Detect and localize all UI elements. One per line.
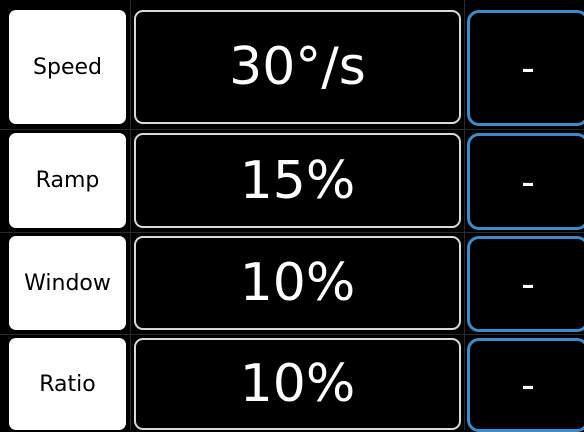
grid-divider [0,334,584,335]
ratio-decrement-button[interactable]: - [467,338,584,432]
grid-divider [0,129,584,130]
ramp-value-display[interactable]: 15% [134,133,461,228]
ratio-value-display[interactable]: 10% [134,338,461,430]
ratio-label: Ratio [9,338,126,430]
ramp-label: Ramp [9,133,126,228]
speed-label: Speed [9,10,126,124]
grid-divider [464,0,465,430]
window-value-display[interactable]: 10% [134,236,461,330]
speed-value-display[interactable]: 30°/s [134,10,461,124]
grid-divider [130,0,131,430]
ramp-decrement-button[interactable]: - [467,133,584,230]
speed-decrement-button[interactable]: - [467,10,584,126]
window-decrement-button[interactable]: - [467,236,584,332]
window-label: Window [9,236,126,330]
grid-divider [0,232,584,233]
